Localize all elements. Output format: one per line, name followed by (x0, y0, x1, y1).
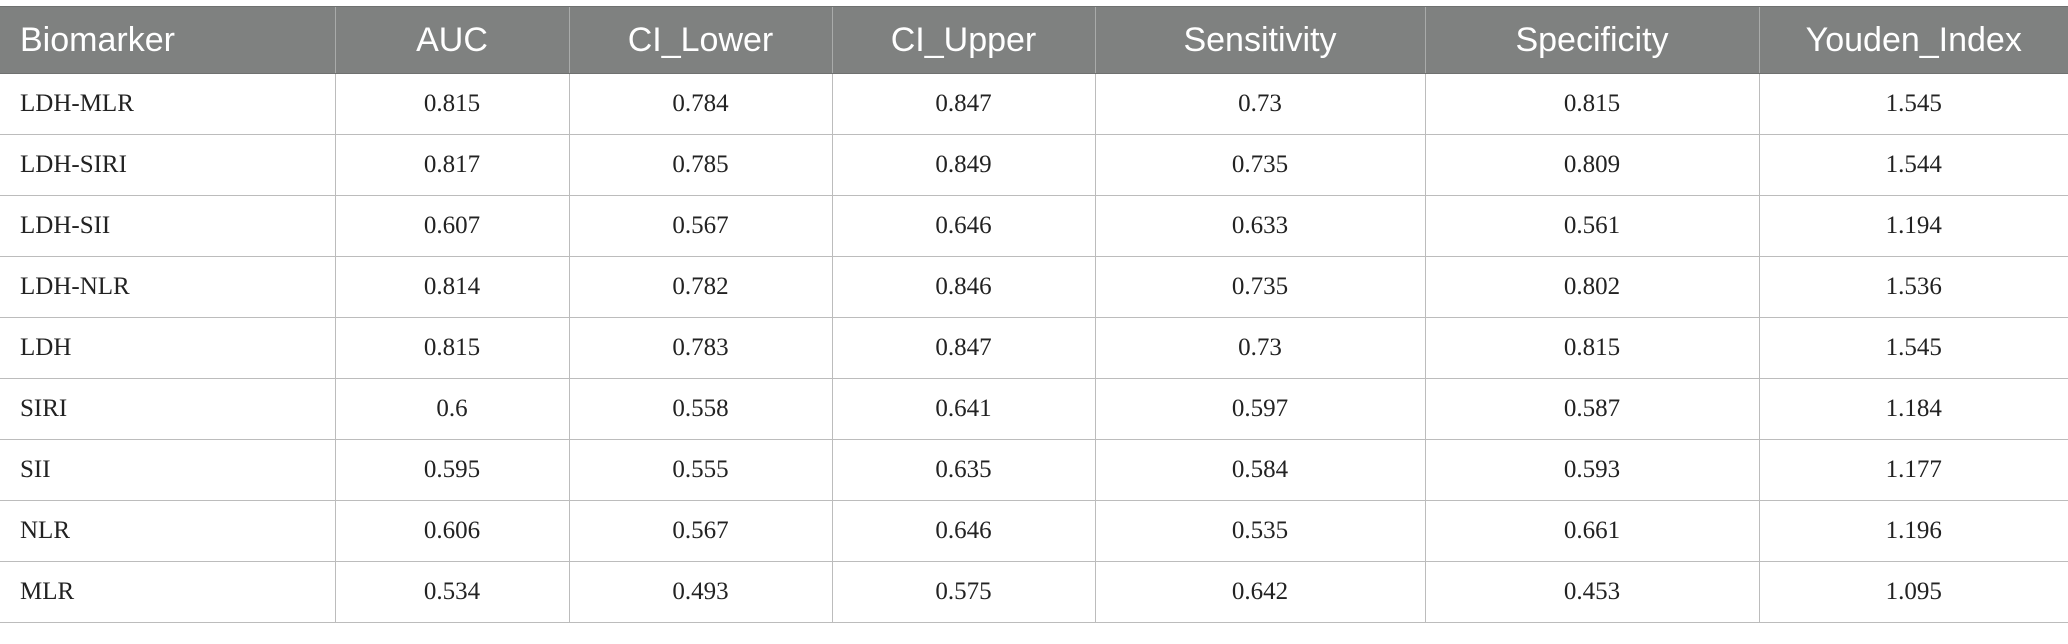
cell-youden-index: 1.536 (1758, 256, 2068, 318)
cell-youden-index: 1.177 (1758, 439, 2068, 501)
cell-specificity: 0.561 (1424, 195, 1759, 257)
column-header-specificity: Specificity (1424, 6, 1759, 74)
cell-specificity: 0.815 (1424, 73, 1759, 135)
cell-biomarker: LDH-MLR (0, 73, 335, 135)
table-row: LDH-SIRI 0.817 0.785 0.849 0.735 0.809 1… (0, 134, 2068, 196)
cell-specificity: 0.809 (1424, 134, 1759, 196)
cell-youden-index: 1.184 (1758, 378, 2068, 440)
cell-ci-upper: 0.635 (831, 439, 1095, 501)
cell-ci-upper: 0.847 (831, 73, 1095, 135)
cell-ci-lower: 0.784 (568, 73, 832, 135)
cell-biomarker: SIRI (0, 378, 335, 440)
cell-biomarker: MLR (0, 561, 335, 623)
cell-sensitivity: 0.735 (1094, 256, 1425, 318)
column-header-biomarker: Biomarker (0, 6, 335, 74)
cell-sensitivity: 0.73 (1094, 73, 1425, 135)
cell-ci-upper: 0.646 (831, 195, 1095, 257)
cell-auc: 0.817 (334, 134, 569, 196)
cell-ci-upper: 0.846 (831, 256, 1095, 318)
cell-specificity: 0.453 (1424, 561, 1759, 623)
cell-sensitivity: 0.735 (1094, 134, 1425, 196)
cell-specificity: 0.802 (1424, 256, 1759, 318)
cell-ci-lower: 0.567 (568, 500, 832, 562)
table-row: MLR 0.534 0.493 0.575 0.642 0.453 1.095 (0, 561, 2068, 623)
cell-auc: 0.6 (334, 378, 569, 440)
cell-biomarker: LDH (0, 317, 335, 379)
cell-sensitivity: 0.597 (1094, 378, 1425, 440)
cell-specificity: 0.815 (1424, 317, 1759, 379)
cell-biomarker: NLR (0, 500, 335, 562)
cell-ci-lower: 0.785 (568, 134, 832, 196)
column-header-sensitivity: Sensitivity (1094, 6, 1425, 74)
cell-youden-index: 1.095 (1758, 561, 2068, 623)
cell-auc: 0.814 (334, 256, 569, 318)
header-row: Biomarker AUC CI_Lower CI_Upper Sensitiv… (0, 6, 2068, 74)
column-header-auc: AUC (334, 6, 569, 74)
table-row: NLR 0.606 0.567 0.646 0.535 0.661 1.196 (0, 500, 2068, 562)
table-row: LDH-SII 0.607 0.567 0.646 0.633 0.561 1.… (0, 195, 2068, 257)
cell-ci-lower: 0.493 (568, 561, 832, 623)
cell-biomarker: LDH-SII (0, 195, 335, 257)
cell-specificity: 0.587 (1424, 378, 1759, 440)
column-header-ci-upper: CI_Upper (831, 6, 1095, 74)
cell-sensitivity: 0.535 (1094, 500, 1425, 562)
cell-auc: 0.534 (334, 561, 569, 623)
table-row: SII 0.595 0.555 0.635 0.584 0.593 1.177 (0, 439, 2068, 501)
table-row: LDH 0.815 0.783 0.847 0.73 0.815 1.545 (0, 317, 2068, 379)
cell-ci-lower: 0.555 (568, 439, 832, 501)
table-body: LDH-MLR 0.815 0.784 0.847 0.73 0.815 1.5… (0, 73, 2068, 623)
cell-auc: 0.607 (334, 195, 569, 257)
cell-sensitivity: 0.73 (1094, 317, 1425, 379)
cell-auc: 0.595 (334, 439, 569, 501)
cell-biomarker: LDH-SIRI (0, 134, 335, 196)
cell-youden-index: 1.545 (1758, 317, 2068, 379)
cell-specificity: 0.661 (1424, 500, 1759, 562)
table-header: Biomarker AUC CI_Lower CI_Upper Sensitiv… (0, 6, 2068, 74)
table-row: SIRI 0.6 0.558 0.641 0.597 0.587 1.184 (0, 378, 2068, 440)
column-header-youden-index: Youden_Index (1758, 6, 2068, 74)
cell-ci-upper: 0.575 (831, 561, 1095, 623)
cell-ci-lower: 0.558 (568, 378, 832, 440)
table-row: LDH-NLR 0.814 0.782 0.846 0.735 0.802 1.… (0, 256, 2068, 318)
cell-auc: 0.815 (334, 73, 569, 135)
biomarker-table: Biomarker AUC CI_Lower CI_Upper Sensitiv… (0, 6, 2068, 623)
cell-sensitivity: 0.642 (1094, 561, 1425, 623)
cell-sensitivity: 0.584 (1094, 439, 1425, 501)
cell-specificity: 0.593 (1424, 439, 1759, 501)
cell-youden-index: 1.194 (1758, 195, 2068, 257)
cell-auc: 0.815 (334, 317, 569, 379)
column-header-ci-lower: CI_Lower (568, 6, 832, 74)
cell-auc: 0.606 (334, 500, 569, 562)
cell-ci-lower: 0.567 (568, 195, 832, 257)
cell-ci-lower: 0.783 (568, 317, 832, 379)
cell-ci-upper: 0.849 (831, 134, 1095, 196)
cell-biomarker: LDH-NLR (0, 256, 335, 318)
cell-youden-index: 1.545 (1758, 73, 2068, 135)
table-row: LDH-MLR 0.815 0.784 0.847 0.73 0.815 1.5… (0, 73, 2068, 135)
cell-ci-lower: 0.782 (568, 256, 832, 318)
cell-biomarker: SII (0, 439, 335, 501)
cell-youden-index: 1.196 (1758, 500, 2068, 562)
cell-ci-upper: 0.847 (831, 317, 1095, 379)
cell-ci-upper: 0.641 (831, 378, 1095, 440)
cell-sensitivity: 0.633 (1094, 195, 1425, 257)
cell-ci-upper: 0.646 (831, 500, 1095, 562)
cell-youden-index: 1.544 (1758, 134, 2068, 196)
